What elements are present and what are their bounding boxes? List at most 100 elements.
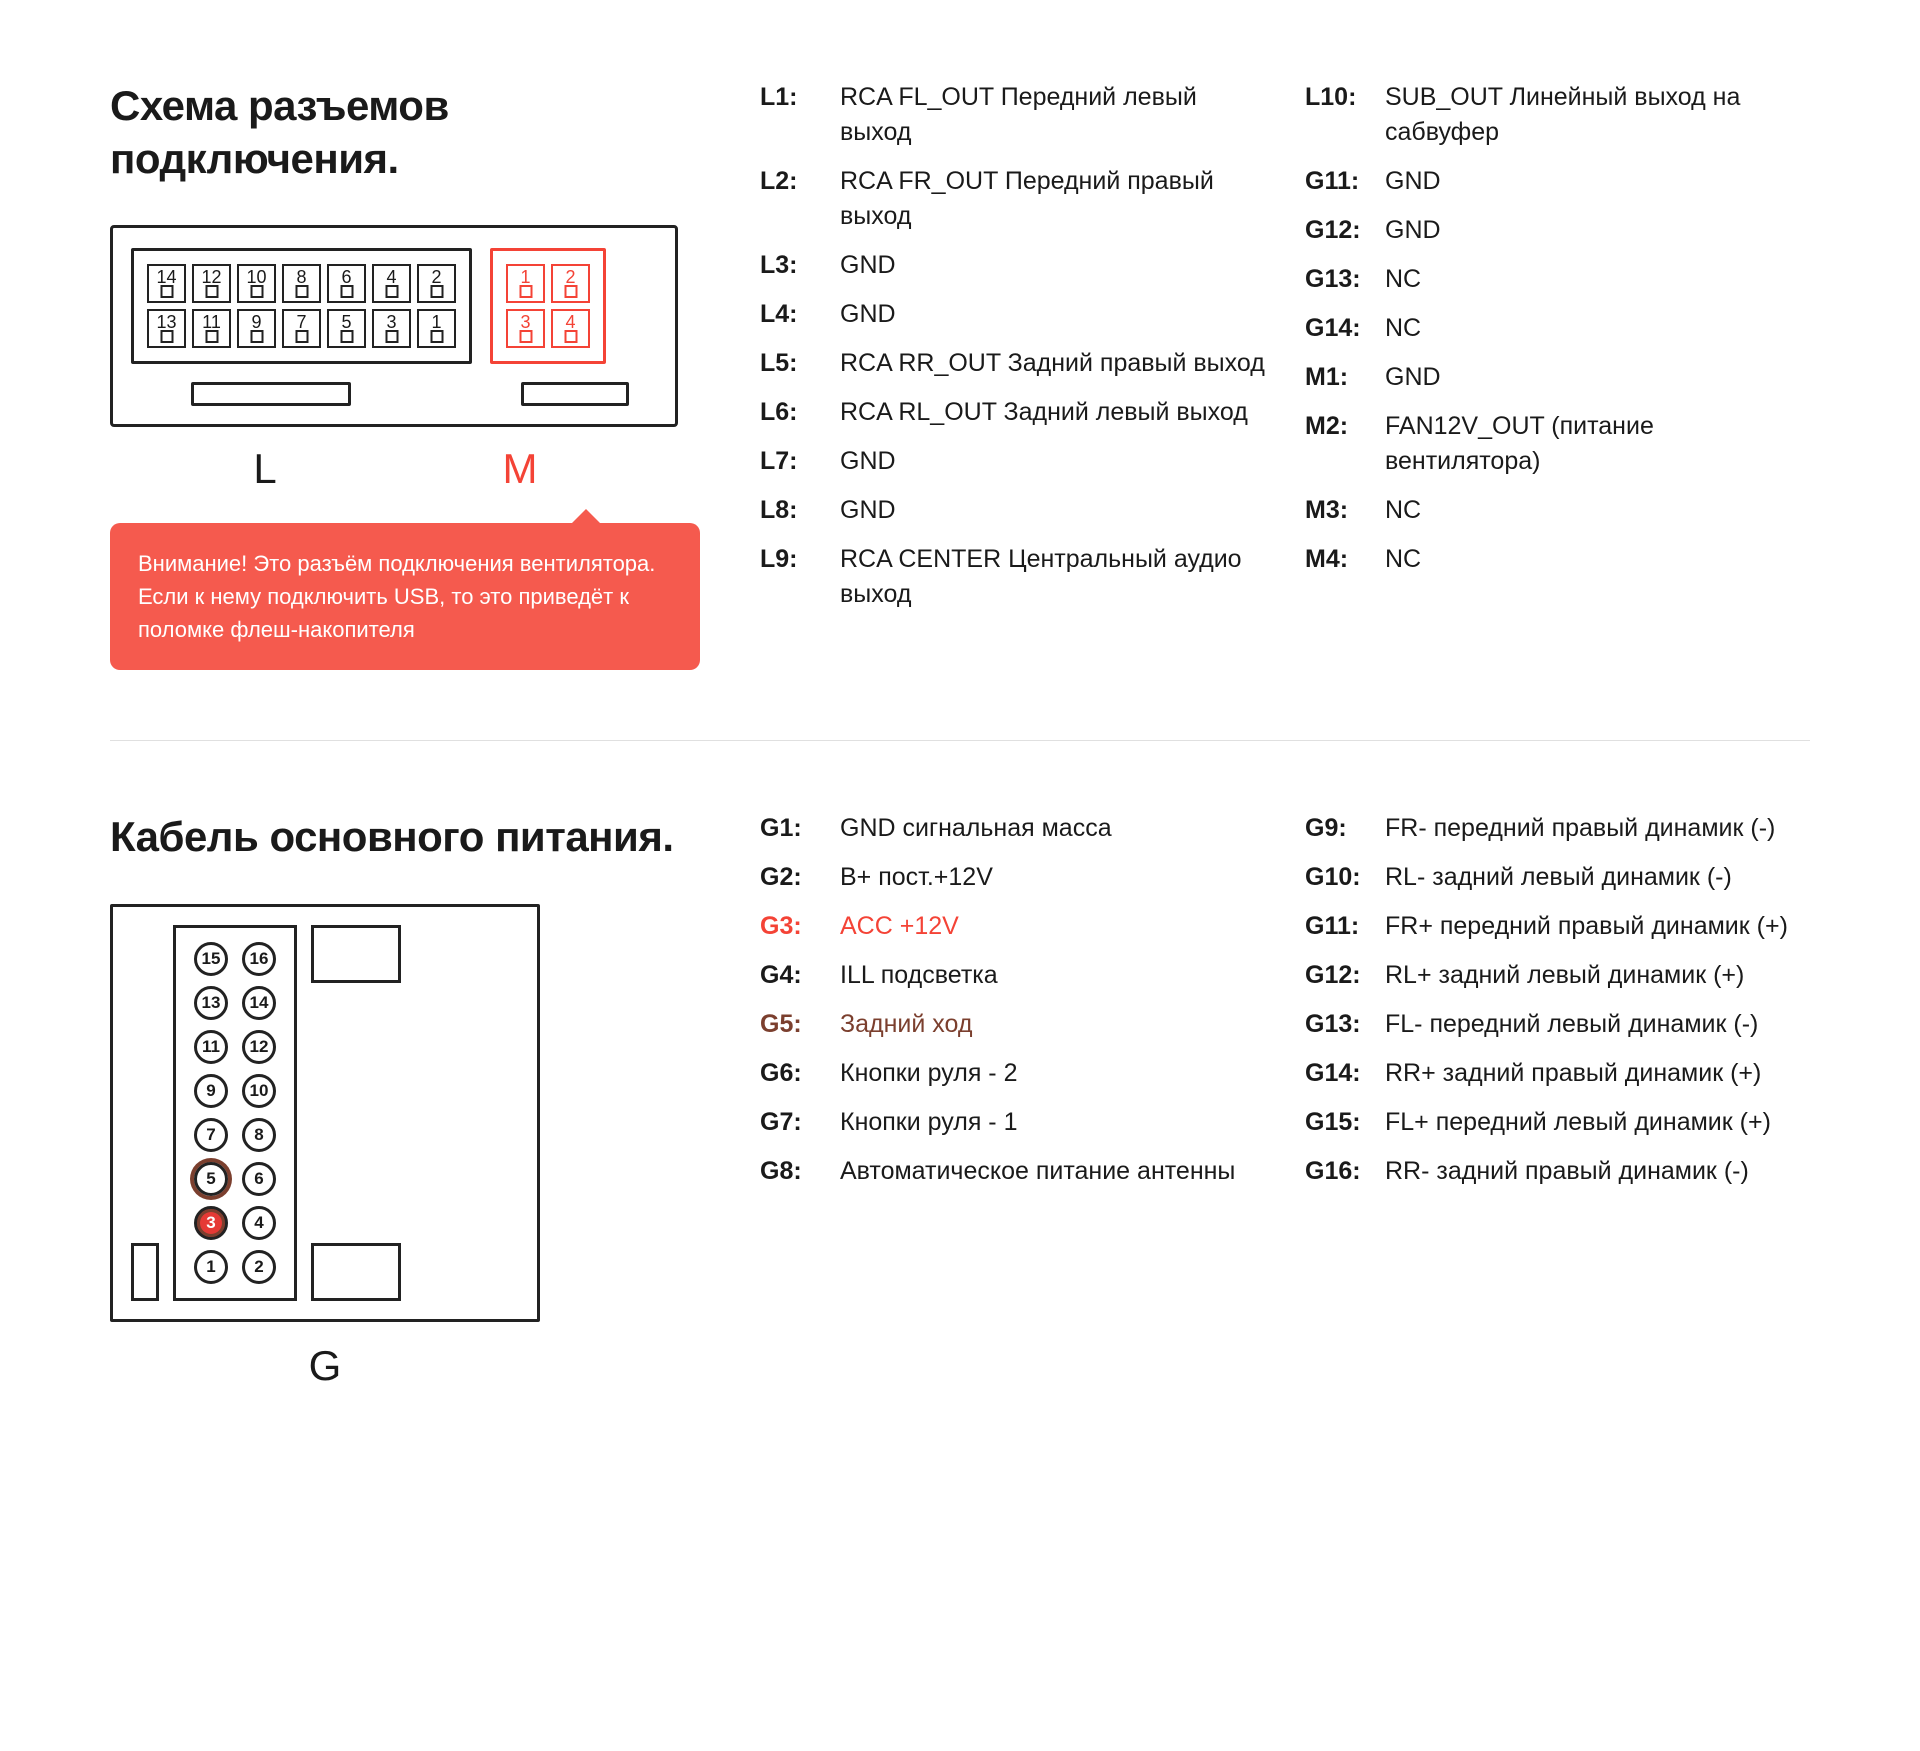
pin-value: GND (840, 444, 1265, 479)
pin-row: L8:GND (760, 493, 1265, 528)
pin-row: M3:NC (1305, 493, 1810, 528)
pin-key: G12: (1305, 213, 1385, 248)
pin-value: RCA FR_OUT Передний правый выход (840, 164, 1265, 234)
connector-diagram-2: 15161314111291078563412 (110, 904, 540, 1322)
connector-side-slot (311, 1243, 401, 1301)
connector-pin: 11 (192, 309, 231, 348)
pin-key: L1: (760, 80, 840, 150)
pin-row: L5:RCA RR_OUT Задний правый выход (760, 346, 1265, 381)
pin-key: G6: (760, 1056, 840, 1091)
pin-row: L9:RCA CENTER Центральный аудио выход (760, 542, 1265, 612)
pin-key: L6: (760, 395, 840, 430)
pin-key: M1: (1305, 360, 1385, 395)
connector-pin: 8 (242, 1118, 276, 1152)
pin-value: FR+ передний правый динамик (+) (1385, 909, 1810, 944)
pin-row: G13:FL- передний левый динамик (-) (1305, 1007, 1810, 1042)
pin-key: G16: (1305, 1154, 1385, 1189)
connector-G-block: 15161314111291078563412 (173, 925, 297, 1301)
pin-key: G2: (760, 860, 840, 895)
pin-value: RL+ задний левый динамик (+) (1385, 958, 1810, 993)
pin-row: G16:RR- задний правый динамик (-) (1305, 1154, 1810, 1189)
connector-diagram-1: 1412108642131197531 1234 (110, 225, 678, 427)
pin-value: FL- передний левый динамик (-) (1385, 1007, 1810, 1042)
pin-value: GND (840, 297, 1265, 332)
connector-pin: 9 (237, 309, 276, 348)
connector-pin: 2 (417, 264, 456, 303)
pin-value: ACC +12V (840, 909, 1265, 944)
connector-side-slots (311, 925, 401, 1301)
connector-pin: 12 (242, 1030, 276, 1064)
pin-value: Автоматическое питание антенны (840, 1154, 1265, 1189)
connector-pin: 1 (506, 264, 545, 303)
pin-key: M3: (1305, 493, 1385, 528)
pin-row: L2:RCA FR_OUT Передний правый выход (760, 164, 1265, 234)
pin-row: G7:Кнопки руля - 1 (760, 1105, 1265, 1140)
pin-row: G14:RR+ задний правый динамик (+) (1305, 1056, 1810, 1091)
connector-pin: 7 (282, 309, 321, 348)
pin-value: GND сигнальная масса (840, 811, 1265, 846)
section1-title: Схема разъемов подключения. (110, 80, 700, 185)
connector-pin: 1 (194, 1250, 228, 1284)
pin-key: G10: (1305, 860, 1385, 895)
connector-pin: 2 (242, 1250, 276, 1284)
pin-value: Кнопки руля - 1 (840, 1105, 1265, 1140)
pin-row: G11:FR+ передний правый динамик (+) (1305, 909, 1810, 944)
pin-row: L4:GND (760, 297, 1265, 332)
pin-value: NC (1385, 493, 1810, 528)
pin-row: M2:FAN12V_OUT (питание вентилятора) (1305, 409, 1810, 479)
pin-row: G13:NC (1305, 262, 1810, 297)
connector-pin: 5 (327, 309, 366, 348)
pin-value: FAN12V_OUT (питание вентилятора) (1385, 409, 1810, 479)
pin-value: GND (840, 248, 1265, 283)
warning-box: Внимание! Это разъём подключения вентиля… (110, 523, 700, 670)
pin-key: G11: (1305, 164, 1385, 199)
pin-value: RCA RR_OUT Задний правый выход (840, 346, 1265, 381)
pin-key: G5: (760, 1007, 840, 1042)
pin-value: RR- задний правый динамик (-) (1385, 1154, 1810, 1189)
pin-row: G4:ILL подсветка (760, 958, 1265, 993)
pin-row: G3:ACC +12V (760, 909, 1265, 944)
pin-row: L1:RCA FL_OUT Передний левый выход (760, 80, 1265, 150)
connector-pin: 15 (194, 942, 228, 976)
section2-left: Кабель основного питания. 15161314111291… (110, 811, 700, 1390)
connector-pin: 1 (417, 309, 456, 348)
pin-key: L8: (760, 493, 840, 528)
connector-pin: 3 (506, 309, 545, 348)
pin-value: RCA CENTER Центральный аудио выход (840, 542, 1265, 612)
pin-row: G11:GND (1305, 164, 1810, 199)
connector-pin: 14 (147, 264, 186, 303)
connector-pin: 12 (192, 264, 231, 303)
pin-key: L4: (760, 297, 840, 332)
pin-row: M4:NC (1305, 542, 1810, 577)
pin-row: G12:RL+ задний левый динамик (+) (1305, 958, 1810, 993)
connector-pin: 5 (194, 1162, 228, 1196)
pin-value: NC (1385, 311, 1810, 346)
connector-pin: 7 (194, 1118, 228, 1152)
pin-value: Задний ход (840, 1007, 1265, 1042)
connector-pin: 16 (242, 942, 276, 976)
connector-pin: 11 (194, 1030, 228, 1064)
section1-pinout: L1:RCA FL_OUT Передний левый выходL2:RCA… (760, 80, 1810, 670)
pin-row: L7:GND (760, 444, 1265, 479)
pin-row: G6:Кнопки руля - 2 (760, 1056, 1265, 1091)
pin-row: G12:GND (1305, 213, 1810, 248)
section2-pin-col-b: G9:FR- передний правый динамик (-)G10:RL… (1305, 811, 1810, 1390)
pin-value: GND (1385, 213, 1810, 248)
pin-value: RR+ задний правый динамик (+) (1385, 1056, 1810, 1091)
pin-key: L10: (1305, 80, 1385, 150)
pin-row: M1:GND (1305, 360, 1810, 395)
pin-key: L2: (760, 164, 840, 234)
connector-pin: 9 (194, 1074, 228, 1108)
pin-key: G12: (1305, 958, 1385, 993)
pin-row: L3:GND (760, 248, 1265, 283)
pin-key: G11: (1305, 909, 1385, 944)
pin-key: L5: (760, 346, 840, 381)
section-power-cable: Кабель основного питания. 15161314111291… (110, 811, 1810, 1390)
pin-value: NC (1385, 542, 1810, 577)
pin-key: G7: (760, 1105, 840, 1140)
pin-row: L10:SUB_OUT Линейный выход на сабвуфер (1305, 80, 1810, 150)
connector-pin: 10 (237, 264, 276, 303)
pin-value: FL+ передний левый динамик (+) (1385, 1105, 1810, 1140)
pin-value: Кнопки руля - 2 (840, 1056, 1265, 1091)
section2-pinout: G1:GND сигнальная массаG2:B+ пост.+12VG3… (760, 811, 1810, 1390)
